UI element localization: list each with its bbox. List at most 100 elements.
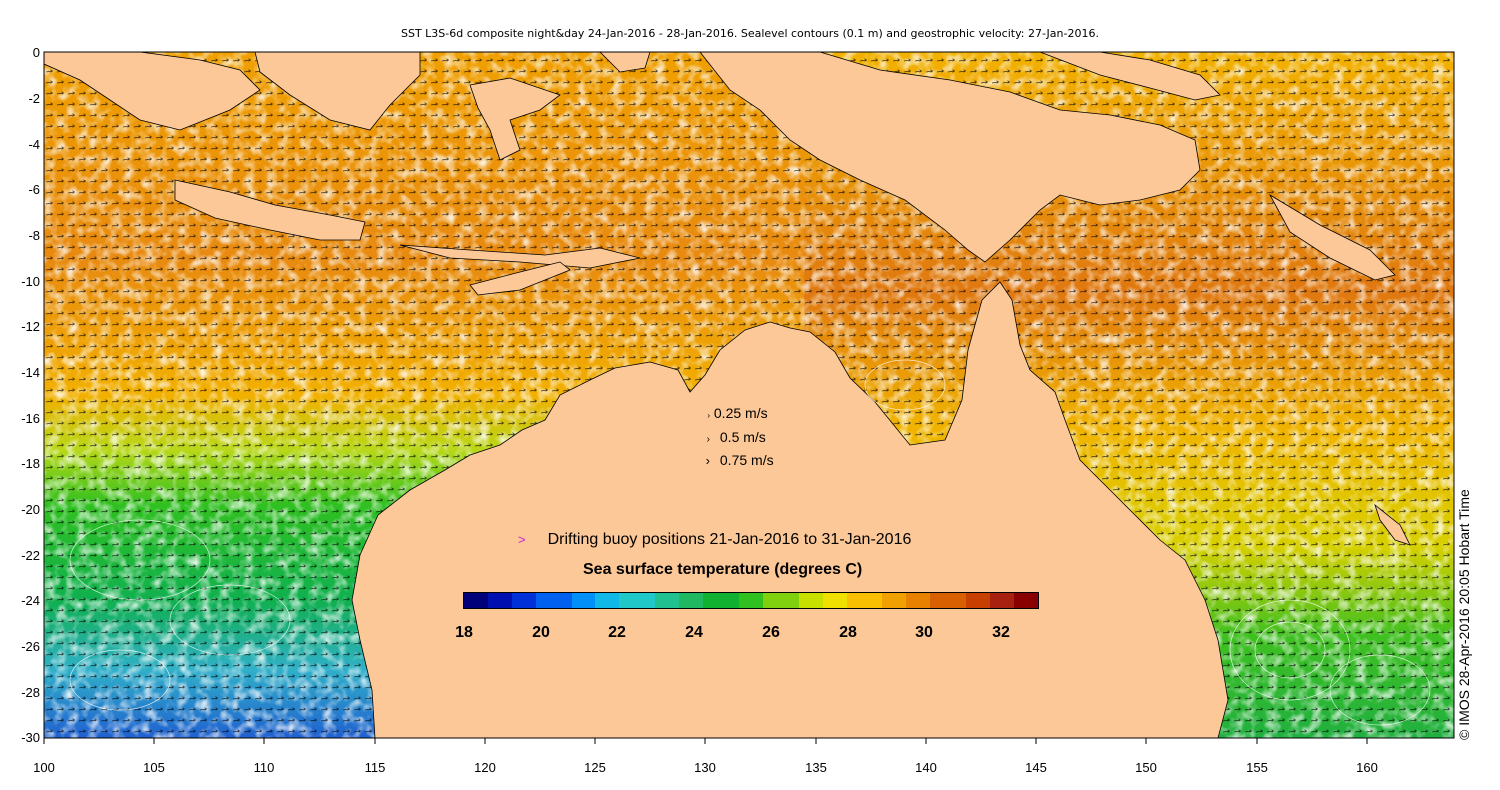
velocity-arrow-icon: › (707, 411, 710, 420)
colorbar-tick: 26 (762, 624, 780, 641)
y-tick: -26 (21, 639, 40, 654)
colorbar-step (571, 593, 584, 608)
velocity-arrow-icon: › (705, 453, 710, 468)
map-frame (43, 51, 1455, 739)
colorbar-step (607, 593, 620, 608)
landmass-new-guinea (699, 52, 1201, 263)
colorbar-step (475, 593, 488, 608)
y-tick: -28 (21, 685, 40, 700)
colorbar-tick: 24 (685, 624, 703, 641)
colorbar-step (523, 593, 536, 608)
y-tick: -16 (21, 411, 40, 426)
colorbar-step (487, 593, 500, 608)
y-tick: -24 (21, 593, 40, 608)
y-tick: -12 (21, 319, 40, 334)
colorbar-step (535, 593, 548, 608)
colorbar-step (679, 593, 692, 608)
landmass-timor (469, 261, 571, 296)
imos-credit: © IMOS 28-Apr-2016 20:05 Hobart Time (1456, 489, 1472, 740)
y-tick: -2 (28, 91, 40, 106)
colorbar-step (750, 593, 763, 608)
colorbar-step (834, 593, 847, 608)
colorbar-step (894, 593, 907, 608)
colorbar-step (798, 593, 811, 608)
x-tick: 105 (143, 760, 165, 775)
colorbar-step (738, 593, 751, 608)
colorbar-step (942, 593, 955, 608)
colorbar-step (547, 593, 560, 608)
colorbar-step (1001, 593, 1014, 608)
buoy-legend: > Drifting buoy positions 21-Jan-2016 to … (518, 531, 911, 549)
x-tick: 125 (584, 760, 606, 775)
landmass-bismarck (1039, 52, 1221, 101)
buoy-marker-icon: > (518, 532, 526, 547)
y-tick: -20 (21, 502, 40, 517)
colorbar-step (715, 593, 727, 608)
colorbar-step (595, 593, 608, 608)
velocity-label: 0.75 m/s (719, 452, 774, 468)
colorbar-step (511, 593, 524, 608)
velocity-label: 0.5 m/s (719, 429, 766, 445)
velocity-legend-item: › 0.25 m/s (692, 405, 768, 421)
velocity-legend-item: › 0.5 m/s (692, 429, 766, 445)
landmass-solomons (1268, 193, 1396, 281)
x-tick: 110 (253, 760, 275, 775)
y-tick: -30 (21, 730, 40, 745)
colorbar-step (703, 593, 716, 608)
colorbar-step (619, 593, 632, 608)
colorbar-tick: 30 (915, 624, 933, 641)
colorbar-step (762, 593, 775, 608)
y-tick: -18 (21, 456, 40, 471)
colorbar-step (870, 593, 883, 608)
colorbar-step (930, 593, 943, 608)
colorbar-step (954, 593, 967, 608)
colorbar (463, 592, 1039, 609)
colorbar-step (774, 593, 787, 608)
landmass-sulawesi (469, 77, 561, 161)
velocity-legend-item: › 0.75 m/s (692, 452, 774, 468)
map-title: SST L3S-6d composite night&day 24-Jan-20… (401, 27, 1099, 40)
colorbar-step (918, 593, 931, 608)
x-tick: 155 (1246, 760, 1268, 775)
landmass-java (174, 179, 366, 241)
colorbar-tick: 20 (532, 624, 550, 641)
velocity-arrow-icon: › (706, 434, 710, 445)
landmass-borneo (254, 52, 421, 131)
x-tick: 115 (364, 760, 386, 775)
colorbar-step (583, 593, 596, 608)
colorbar-tick: 22 (608, 624, 626, 641)
colorbar-step (464, 593, 476, 608)
colorbar-tick: 18 (455, 624, 473, 641)
colorbar-step (643, 593, 656, 608)
y-tick: -4 (28, 137, 40, 152)
colorbar-step (1025, 593, 1038, 608)
y-tick: -22 (21, 548, 40, 563)
x-tick: 130 (694, 760, 716, 775)
colorbar-step (1013, 593, 1026, 608)
x-tick: 160 (1356, 760, 1378, 775)
colorbar-step (882, 593, 895, 608)
tick-marks (43, 738, 1368, 744)
colorbar-step (989, 593, 1002, 608)
y-tick: -6 (28, 182, 40, 197)
x-tick: 140 (915, 760, 937, 775)
landmass-philippines (599, 52, 651, 73)
x-tick: 150 (1135, 760, 1157, 775)
colorbar-step (966, 593, 978, 608)
x-tick: 145 (1025, 760, 1047, 775)
colorbar-step (846, 593, 859, 608)
colorbar-step (822, 593, 835, 608)
colorbar-step (810, 593, 823, 608)
y-tick: -10 (21, 274, 40, 289)
colorbar-step (559, 593, 572, 608)
colorbar-step (786, 593, 799, 608)
y-tick: -8 (28, 228, 40, 243)
x-tick: 100 (33, 760, 55, 775)
colorbar-step (691, 593, 704, 608)
landmass-new-caledonia (1374, 503, 1411, 546)
colorbar-tick: 32 (992, 624, 1010, 641)
y-tick: -14 (21, 365, 40, 380)
buoy-legend-label: Drifting buoy positions 21-Jan-2016 to 3… (547, 531, 912, 548)
landmass-sunda (399, 244, 641, 269)
velocity-label: 0.25 m/s (713, 405, 768, 421)
